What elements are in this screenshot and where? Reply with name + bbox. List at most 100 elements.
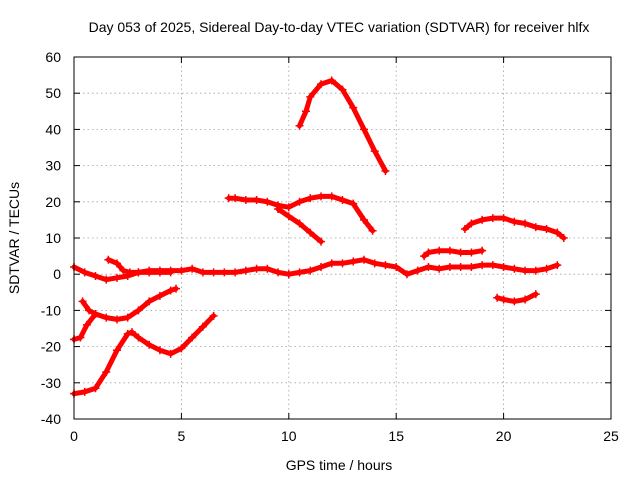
data-point <box>493 293 502 302</box>
data-point <box>327 192 336 201</box>
data-point <box>499 262 508 271</box>
data-point <box>295 197 304 206</box>
data-point <box>134 306 143 315</box>
data-point <box>368 226 377 235</box>
data-point <box>370 147 379 156</box>
data-point <box>155 268 164 277</box>
x-tick-label: 10 <box>281 428 297 444</box>
data-point <box>359 125 368 134</box>
data-point <box>510 217 519 226</box>
data-point <box>435 264 444 273</box>
series-line <box>71 286 179 342</box>
data-point <box>531 266 540 275</box>
data-point <box>359 215 368 224</box>
data-point <box>488 214 497 223</box>
data-point <box>467 219 476 228</box>
y-tick-label: 40 <box>45 121 61 137</box>
data-point <box>112 259 121 268</box>
data-point <box>467 248 476 257</box>
data-point <box>349 257 358 266</box>
data-point <box>295 219 304 228</box>
data-point <box>112 315 121 324</box>
data-point <box>521 266 530 275</box>
data-point <box>112 273 121 282</box>
y-tick-label: -40 <box>41 411 61 427</box>
data-point <box>295 121 304 130</box>
data-point <box>274 268 283 277</box>
data-point <box>327 259 336 268</box>
data-point <box>188 264 197 273</box>
data-point <box>306 194 315 203</box>
data-point <box>349 103 358 112</box>
data-point <box>220 268 229 277</box>
data-point <box>306 266 315 275</box>
data-point <box>104 255 113 264</box>
y-tick-label: -30 <box>41 375 61 391</box>
data-point <box>241 195 250 204</box>
data-point <box>381 261 390 270</box>
data-point <box>499 295 508 304</box>
data-point <box>198 268 207 277</box>
data-point <box>166 286 175 295</box>
data-point <box>78 297 87 306</box>
y-tick-label: 20 <box>45 194 61 210</box>
data-point <box>284 270 293 279</box>
data-point <box>424 248 433 257</box>
data-point <box>467 262 476 271</box>
y-tick-label: 60 <box>45 49 61 65</box>
data-point <box>166 268 175 277</box>
axis-ticks: 0 5 10 15 20 25 -40 -30 -20 -10 0 10 20 30 40 50 60 <box>41 49 619 444</box>
y-tick-label: -10 <box>41 302 61 318</box>
data-point <box>435 246 444 255</box>
data-point <box>338 259 347 268</box>
y-tick-label: -20 <box>41 339 61 355</box>
data-point <box>370 259 379 268</box>
data-point <box>478 261 487 270</box>
series-trace-3 <box>284 255 562 279</box>
chart-title: Day 053 of 2025, Sidereal Day-to-day VTE… <box>89 19 590 35</box>
data-point <box>263 197 272 206</box>
data-point <box>177 344 186 353</box>
data-point <box>306 228 315 237</box>
series-trace-10 <box>420 246 487 261</box>
data-point <box>317 192 326 201</box>
data-point <box>478 246 487 255</box>
data-point <box>145 340 154 349</box>
data-point <box>85 306 94 315</box>
data-point <box>155 346 164 355</box>
data-point <box>166 349 175 358</box>
x-tick-label: 15 <box>388 428 404 444</box>
data-point <box>91 310 100 319</box>
data-point <box>521 219 530 228</box>
x-tick-label: 0 <box>70 428 78 444</box>
y-tick-label: 10 <box>45 230 61 246</box>
data-point <box>91 384 100 393</box>
data-point <box>102 313 111 322</box>
data-point <box>542 264 551 273</box>
x-tick-label: 25 <box>603 428 619 444</box>
data-point <box>460 224 469 233</box>
data-point <box>521 295 530 304</box>
data-point <box>424 262 433 271</box>
data-point <box>145 297 154 306</box>
data-point <box>177 266 186 275</box>
data-point <box>510 297 519 306</box>
x-tick-label: 5 <box>178 428 186 444</box>
x-tick-label: 20 <box>496 428 512 444</box>
data-point <box>542 224 551 233</box>
data-point <box>327 76 336 85</box>
data-point <box>209 268 218 277</box>
data-point <box>102 275 111 284</box>
data-point <box>123 313 132 322</box>
y-tick-label: 30 <box>45 158 61 174</box>
data-point <box>413 266 422 275</box>
y-tick-label: 0 <box>53 266 61 282</box>
data-point <box>155 291 164 300</box>
data-point <box>284 212 293 221</box>
data-point <box>338 85 347 94</box>
data-point <box>145 268 154 277</box>
data-point <box>134 333 143 342</box>
series-trace-6 <box>70 311 218 398</box>
y-tick-label: 50 <box>45 85 61 101</box>
